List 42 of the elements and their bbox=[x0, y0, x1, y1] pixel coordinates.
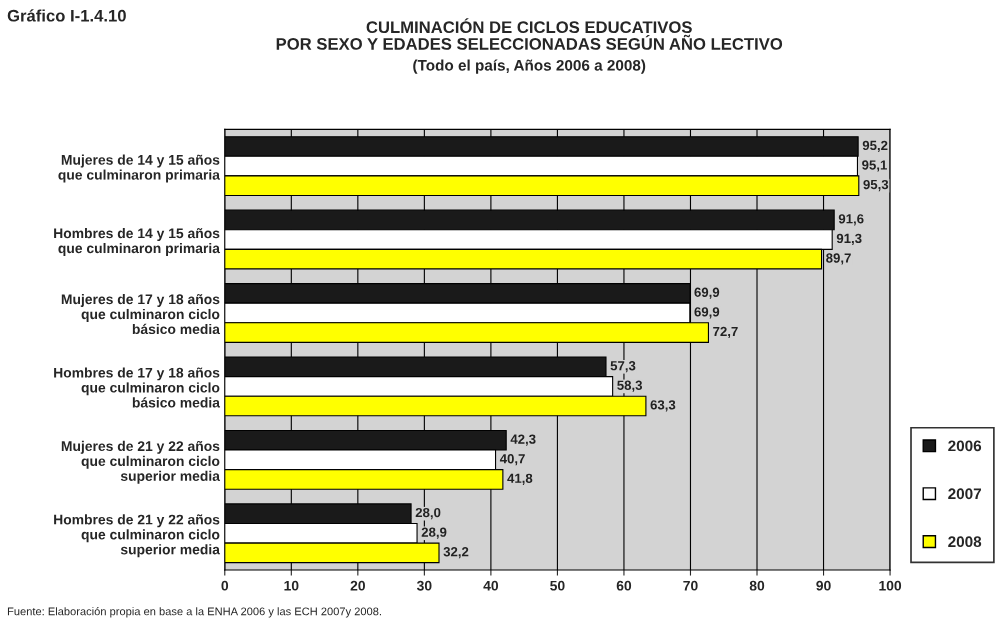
data-label: 58,3 bbox=[617, 380, 643, 392]
x-tick-label: 70 bbox=[683, 580, 698, 591]
x-tick-label: 50 bbox=[550, 580, 565, 591]
data-label: 28,0 bbox=[415, 507, 441, 520]
x-tick-label: 90 bbox=[816, 580, 831, 591]
x-tick-label: 10 bbox=[284, 580, 299, 591]
data-label: 95,2 bbox=[862, 140, 888, 152]
data-label: 40,7 bbox=[499, 454, 525, 466]
data-label: 69,9 bbox=[694, 307, 720, 319]
data-label: 42,3 bbox=[510, 434, 536, 446]
x-tick-label: 100 bbox=[879, 580, 902, 591]
data-label: 41,8 bbox=[507, 473, 533, 485]
data-label: 95,1 bbox=[862, 160, 887, 172]
data-label: 91,3 bbox=[836, 233, 862, 245]
data-label: 28,9 bbox=[421, 527, 447, 539]
y-tick-label: Hombres de 14 y 15 años que culminaron primaria bbox=[54, 228, 221, 256]
y-tick-label: Mujeres de 21 y 22 años que culminaron ciclo superior media bbox=[61, 440, 221, 484]
data-label: 72,7 bbox=[713, 326, 738, 339]
text: Gráfico I-1.4.10 bbox=[7, 9, 126, 22]
y-tick-label: Mujeres de 14 y 15 años que culminaron primaria bbox=[58, 154, 221, 183]
y-tick-label: Hombres de 17 y 18 años que culminaron ciclo básico media bbox=[54, 367, 221, 408]
x-tick-label: 60 bbox=[616, 580, 632, 591]
chart-title: CULMINACIÓN DE CICLOS EDUCATIVOS POR SEXO Y EDADES SELECCIONADAS SEGÚN AÑO LECTIVO bbox=[276, 18, 783, 50]
legend-label: 2008 bbox=[948, 536, 982, 548]
chart-subtitle: (Todo el país, Años 2006 a 2008) bbox=[413, 59, 646, 74]
y-tick-label: Hombres de 21 y 22 años que culminaron ciclo superior media bbox=[54, 514, 221, 558]
x-tick-label: 0 bbox=[221, 580, 229, 591]
data-label: 63,3 bbox=[650, 400, 676, 412]
x-tick-label: 30 bbox=[416, 580, 432, 591]
data-label: 89,7 bbox=[826, 253, 851, 265]
legend-label: 2007 bbox=[948, 488, 981, 500]
y-tick-label: Mujeres de 17 y 18 años que culminaron ciclo básico media bbox=[61, 293, 221, 335]
data-label: 91,6 bbox=[838, 214, 864, 226]
data-label: 32,2 bbox=[443, 547, 469, 559]
legend-label: 2006 bbox=[948, 440, 982, 452]
data-label: 57,3 bbox=[610, 361, 636, 373]
source-note: Fuente: Elaboración propia en base a la ENHA 2006 y las ECH 2007y 2008. bbox=[7, 607, 381, 618]
x-tick-label: 40 bbox=[483, 580, 499, 591]
x-tick-label: 80 bbox=[749, 580, 765, 591]
data-label: 95,3 bbox=[863, 179, 889, 192]
x-tick-label: 20 bbox=[350, 580, 365, 591]
data-label: 69,9 bbox=[694, 287, 720, 299]
